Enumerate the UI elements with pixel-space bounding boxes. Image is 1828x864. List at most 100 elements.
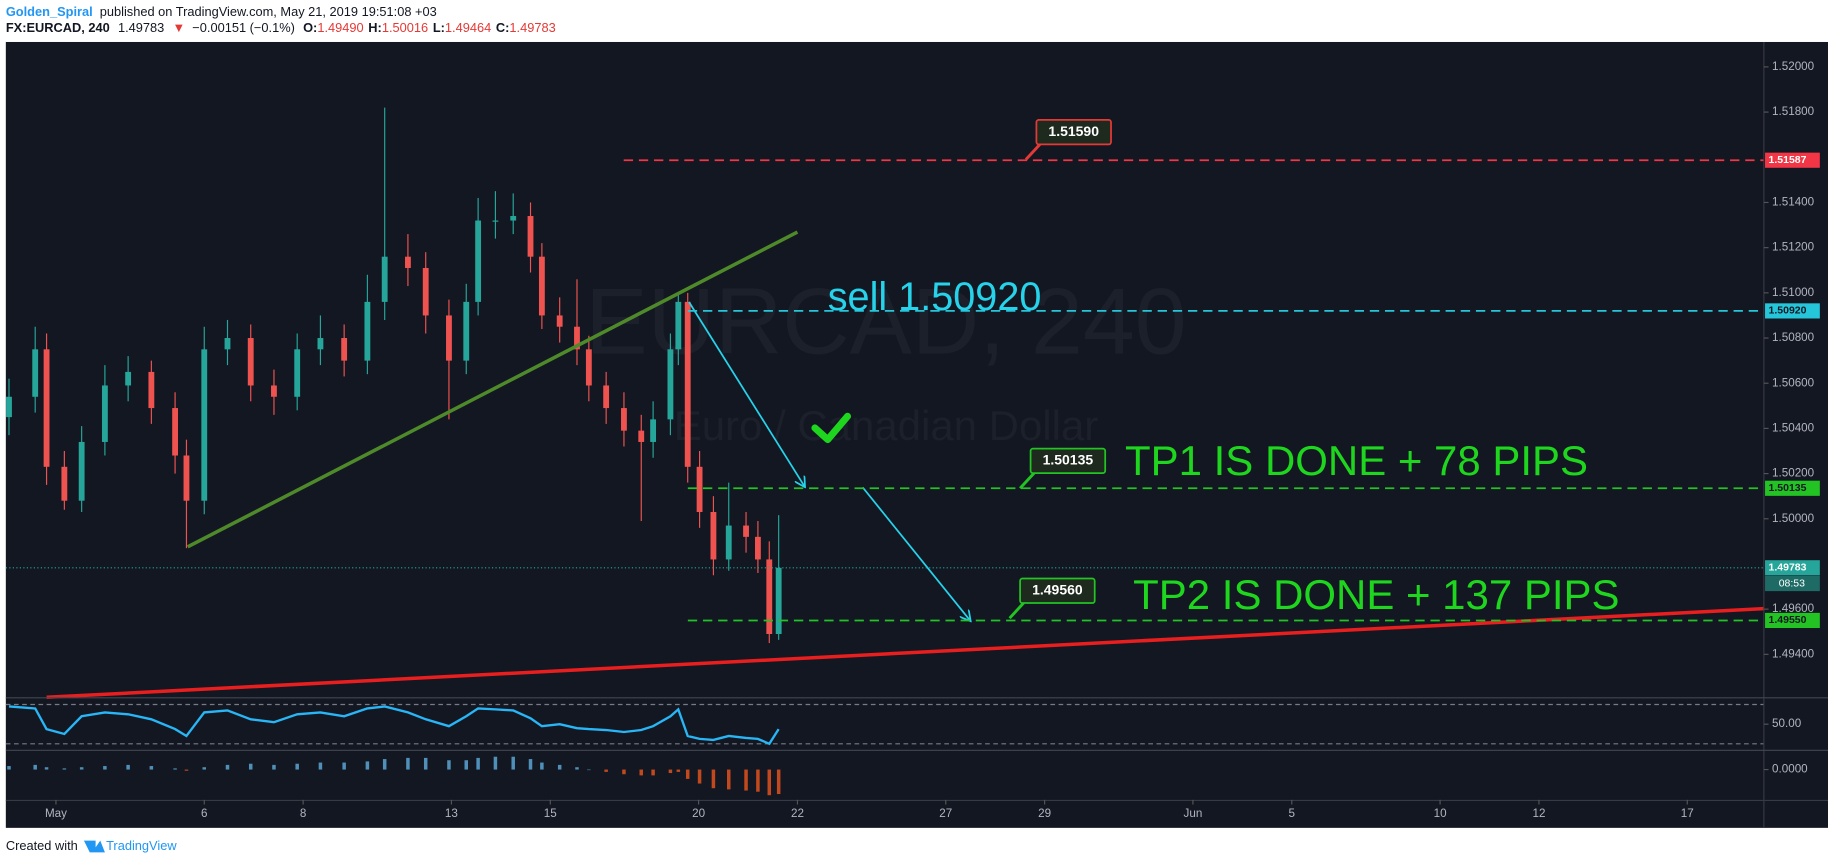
histogram-bar xyxy=(711,769,716,789)
candle-body xyxy=(725,525,732,560)
candle-body xyxy=(585,349,592,386)
candle-body xyxy=(696,466,703,512)
histogram-bar xyxy=(587,769,591,771)
candle-body xyxy=(61,466,68,501)
arrow[interactable] xyxy=(688,301,804,486)
header-line-1: Golden_Spiral published on TradingView.c… xyxy=(6,4,437,19)
histogram-bar xyxy=(44,767,49,770)
x-tick-label: 15 xyxy=(544,807,557,820)
histogram-bar xyxy=(382,759,387,770)
x-tick-label: Jun xyxy=(1184,807,1203,820)
histogram-bar xyxy=(295,763,299,770)
candle-body xyxy=(754,536,761,560)
change-arrow: ▼ xyxy=(173,21,186,36)
brand-logo[interactable] xyxy=(83,840,105,853)
candle-body xyxy=(271,385,277,397)
y-tick-label: 1.50000 xyxy=(1772,512,1815,525)
arrow[interactable] xyxy=(862,486,970,620)
indicator-line xyxy=(8,705,780,746)
histogram-bar xyxy=(685,769,690,779)
callout-box xyxy=(1029,447,1107,474)
trend-line[interactable] xyxy=(186,230,799,549)
ohlc-label: C: xyxy=(496,21,510,36)
price-badge-label: 1.49783 xyxy=(1769,563,1807,574)
annotation[interactable]: sell 1.50920 xyxy=(828,275,1042,319)
ohlc-label: H: xyxy=(368,21,382,36)
histogram-bar xyxy=(103,766,107,770)
x-tick-label: 6 xyxy=(201,807,207,820)
histogram-bar xyxy=(7,766,11,770)
histogram-bar xyxy=(225,764,230,770)
ohlc-label: O: xyxy=(303,21,317,36)
price-badge-label: 1.50135 xyxy=(1769,483,1807,494)
callout-box xyxy=(1019,577,1096,604)
histogram-bar xyxy=(79,767,84,770)
histogram-bar xyxy=(464,760,469,770)
x-tick-label: 22 xyxy=(791,807,804,820)
brand[interactable]: TradingView xyxy=(106,838,177,853)
price-badge-label: 1.51587 xyxy=(1769,155,1807,166)
drawings xyxy=(46,230,1764,700)
candle-body xyxy=(463,301,470,361)
support-line[interactable] xyxy=(46,606,1764,700)
histogram-bar xyxy=(776,769,781,795)
candle-body xyxy=(492,220,499,222)
published: published on TradingView.com, May 21, 20… xyxy=(100,4,437,19)
histogram-bar xyxy=(639,769,643,776)
candle-body xyxy=(675,301,682,350)
change: −0.00151 (−0.1%) xyxy=(192,21,295,36)
histogram-bar xyxy=(184,769,189,771)
candle-body xyxy=(510,216,517,221)
symbol: FX:EURCAD, 240 xyxy=(6,21,110,36)
price-badge-label: 1.50920 xyxy=(1769,306,1807,317)
histogram-bar xyxy=(202,767,207,770)
price-badge xyxy=(1765,303,1820,319)
y-tick-label: 1.49400 xyxy=(1772,647,1815,660)
annotation[interactable]: TP1 IS DONE + 78 PIPS xyxy=(1125,437,1588,484)
histogram-bar xyxy=(756,769,760,792)
data-layer xyxy=(5,107,1764,796)
candle-body xyxy=(6,396,12,418)
candle-body xyxy=(475,220,482,302)
histogram-bar xyxy=(62,768,67,770)
y-tick-label: 1.51400 xyxy=(1772,196,1815,209)
x-tick-label: May xyxy=(45,807,67,820)
candle-body xyxy=(101,385,108,442)
footer: Created with xyxy=(6,838,78,853)
candle-body xyxy=(538,256,545,316)
candle-body xyxy=(422,267,429,316)
x-tick-label: 12 xyxy=(1532,807,1545,820)
callout-box xyxy=(1035,119,1112,146)
checkmark xyxy=(811,412,852,444)
histogram-bar xyxy=(342,762,346,770)
histogram-bar xyxy=(622,769,626,775)
candle-body xyxy=(684,301,691,467)
histogram-bar xyxy=(248,763,253,770)
histogram-bar xyxy=(173,768,177,770)
x-tick-label: 27 xyxy=(939,807,952,820)
histogram-bar xyxy=(668,769,673,774)
histogram-bar xyxy=(540,762,544,770)
overlay-layer: 1.51587 1.50920 1.50135 1.49783 08:53 1.49550… xyxy=(5,119,1820,629)
x-tick-label: 5 xyxy=(1289,807,1295,820)
author[interactable]: Golden_Spiral xyxy=(6,4,93,19)
candle-body xyxy=(148,371,155,409)
y-tick-label: 1.50400 xyxy=(1772,421,1815,434)
histogram-bar xyxy=(33,764,37,770)
y-tick-label: 0.0000 xyxy=(1772,763,1808,776)
candle-body xyxy=(710,511,717,560)
chart-background xyxy=(5,41,1828,828)
histogram-bar xyxy=(604,769,608,772)
y-tick-label: 1.50600 xyxy=(1772,376,1815,389)
price-badge xyxy=(1765,480,1820,496)
histogram-bar xyxy=(697,769,702,784)
annotation[interactable]: TP2 IS DONE + 137 PIPS xyxy=(1133,571,1619,618)
y-tick-label: 1.49600 xyxy=(1772,602,1815,615)
candle-body xyxy=(667,349,674,420)
callout-pointer xyxy=(1024,143,1041,161)
histogram-bar xyxy=(767,769,772,796)
last-price: 1.49783 xyxy=(118,21,164,36)
candle-body xyxy=(32,349,39,397)
candle-body xyxy=(446,315,452,361)
x-tick-label: 29 xyxy=(1038,807,1051,820)
